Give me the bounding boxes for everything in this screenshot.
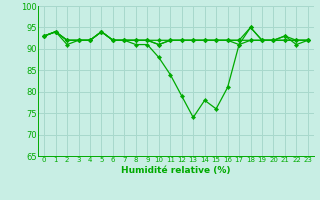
X-axis label: Humidité relative (%): Humidité relative (%) — [121, 166, 231, 175]
